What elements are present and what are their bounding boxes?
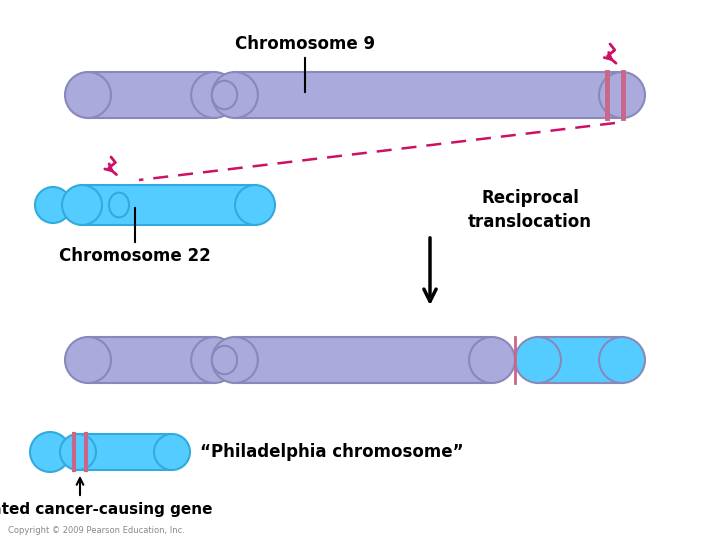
Text: Reciprocal
translocation: Reciprocal translocation: [468, 189, 592, 231]
Ellipse shape: [191, 72, 237, 118]
Ellipse shape: [469, 337, 515, 383]
FancyBboxPatch shape: [88, 72, 214, 118]
Ellipse shape: [65, 337, 111, 383]
Ellipse shape: [60, 434, 96, 470]
Text: Copyright © 2009 Pearson Education, Inc.: Copyright © 2009 Pearson Education, Inc.: [8, 526, 185, 535]
Ellipse shape: [599, 72, 645, 118]
Ellipse shape: [35, 187, 71, 223]
Ellipse shape: [212, 81, 237, 109]
FancyBboxPatch shape: [235, 337, 492, 383]
Ellipse shape: [235, 185, 275, 225]
Ellipse shape: [30, 432, 70, 472]
Ellipse shape: [62, 185, 102, 225]
Text: Chromosome 22: Chromosome 22: [59, 247, 211, 265]
Text: Activated cancer-causing gene: Activated cancer-causing gene: [0, 502, 212, 517]
Ellipse shape: [109, 193, 129, 218]
FancyBboxPatch shape: [88, 337, 214, 383]
Text: Chromosome 9: Chromosome 9: [235, 35, 375, 53]
Ellipse shape: [65, 72, 111, 118]
FancyBboxPatch shape: [78, 434, 172, 470]
FancyBboxPatch shape: [235, 72, 622, 118]
Ellipse shape: [515, 337, 561, 383]
Ellipse shape: [212, 72, 258, 118]
Ellipse shape: [212, 337, 258, 383]
Text: “Philadelphia chromosome”: “Philadelphia chromosome”: [200, 443, 464, 461]
FancyBboxPatch shape: [82, 185, 255, 225]
Ellipse shape: [191, 337, 237, 383]
Ellipse shape: [154, 434, 190, 470]
Ellipse shape: [599, 337, 645, 383]
FancyBboxPatch shape: [538, 337, 622, 383]
Ellipse shape: [212, 346, 237, 374]
